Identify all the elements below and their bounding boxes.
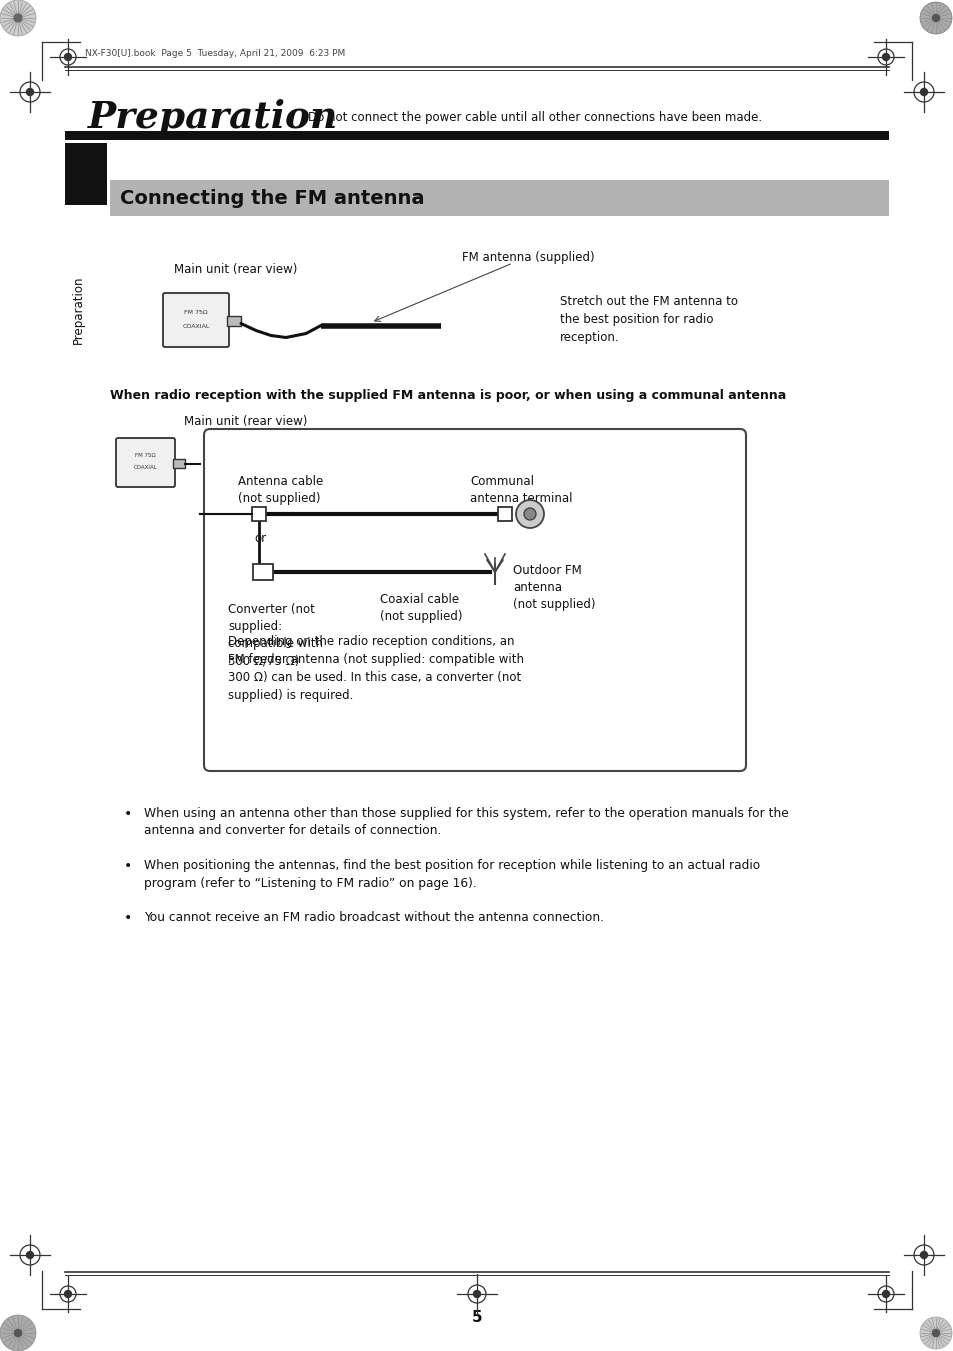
Text: NX-F30[U].book  Page 5  Tuesday, April 21, 2009  6:23 PM: NX-F30[U].book Page 5 Tuesday, April 21,… — [85, 50, 345, 58]
Circle shape — [919, 1, 951, 34]
Text: Coaxial cable
(not supplied): Coaxial cable (not supplied) — [379, 593, 462, 623]
Text: Main unit (rear view): Main unit (rear view) — [174, 263, 297, 277]
Text: When radio reception with the supplied FM antenna is poor, or when using a commu: When radio reception with the supplied F… — [110, 389, 785, 401]
FancyBboxPatch shape — [227, 316, 241, 326]
FancyBboxPatch shape — [110, 180, 888, 216]
Circle shape — [920, 89, 926, 96]
Circle shape — [27, 1251, 33, 1259]
Text: FM 75Ω: FM 75Ω — [184, 309, 208, 315]
Text: Preparation: Preparation — [88, 100, 338, 136]
Text: Converter (not
supplied:
compatible with
300 Ω/75 Ω): Converter (not supplied: compatible with… — [228, 603, 323, 667]
Text: Outdoor FM
antenna
(not supplied): Outdoor FM antenna (not supplied) — [513, 563, 595, 611]
Text: Depending on the radio reception conditions, an
FM feeder antenna (not supplied:: Depending on the radio reception conditi… — [228, 635, 523, 703]
Text: •: • — [124, 911, 132, 925]
Circle shape — [882, 1290, 888, 1297]
FancyBboxPatch shape — [116, 438, 174, 486]
FancyBboxPatch shape — [172, 459, 185, 467]
Text: Main unit (rear view): Main unit (rear view) — [184, 416, 307, 428]
Text: FM 75Ω: FM 75Ω — [135, 453, 155, 458]
FancyBboxPatch shape — [253, 563, 273, 580]
Text: •: • — [124, 859, 132, 873]
Text: Antenna cable
(not supplied): Antenna cable (not supplied) — [237, 476, 323, 505]
Text: Do not connect the power cable until all other connections have been made.: Do not connect the power cable until all… — [308, 112, 761, 124]
FancyBboxPatch shape — [65, 131, 888, 141]
Circle shape — [523, 508, 536, 520]
Circle shape — [0, 1315, 36, 1351]
Text: Communal
antenna terminal: Communal antenna terminal — [470, 476, 572, 505]
Circle shape — [920, 1251, 926, 1259]
Circle shape — [516, 500, 543, 528]
FancyBboxPatch shape — [65, 143, 107, 205]
Text: FM antenna (supplied): FM antenna (supplied) — [461, 251, 594, 265]
Circle shape — [0, 0, 36, 36]
Circle shape — [882, 54, 888, 61]
Text: When using an antenna other than those supplied for this system, refer to the op: When using an antenna other than those s… — [144, 807, 788, 838]
Circle shape — [473, 1290, 480, 1297]
Circle shape — [65, 54, 71, 61]
Text: or: or — [253, 532, 266, 546]
Circle shape — [919, 1317, 951, 1350]
Text: 5: 5 — [471, 1310, 482, 1325]
Text: You cannot receive an FM radio broadcast without the antenna connection.: You cannot receive an FM radio broadcast… — [144, 911, 603, 924]
FancyBboxPatch shape — [497, 507, 512, 521]
Circle shape — [27, 89, 33, 96]
Text: Stretch out the FM antenna to
the best position for radio
reception.: Stretch out the FM antenna to the best p… — [559, 295, 738, 345]
Text: Preparation: Preparation — [71, 276, 85, 345]
Text: •: • — [124, 807, 132, 821]
Circle shape — [65, 1290, 71, 1297]
Text: Connecting the FM antenna: Connecting the FM antenna — [120, 189, 424, 208]
Circle shape — [14, 1329, 22, 1336]
Text: COAXIAL: COAXIAL — [133, 465, 157, 470]
FancyBboxPatch shape — [204, 430, 745, 771]
Circle shape — [14, 14, 22, 22]
FancyBboxPatch shape — [163, 293, 229, 347]
Text: COAXIAL: COAXIAL — [182, 323, 210, 328]
Text: When positioning the antennas, find the best position for reception while listen: When positioning the antennas, find the … — [144, 859, 760, 889]
Circle shape — [931, 1329, 939, 1336]
Circle shape — [931, 15, 939, 22]
FancyBboxPatch shape — [252, 507, 266, 521]
